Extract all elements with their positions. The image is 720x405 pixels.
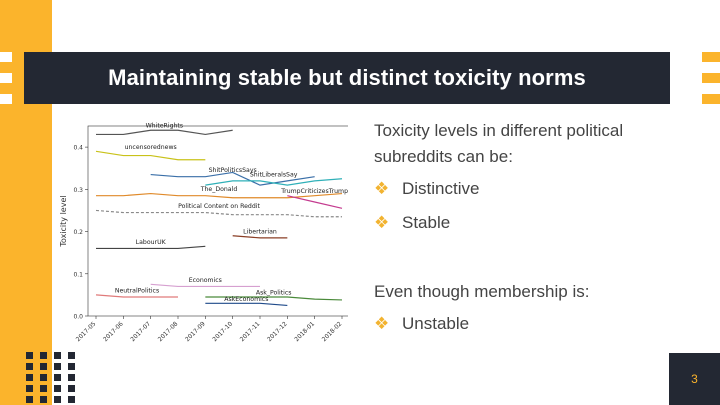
series-line-uncensorednews (95, 150, 206, 161)
title-bar: Maintaining stable but distinct toxicity… (24, 52, 670, 104)
bullet-label: Stable (402, 213, 451, 232)
bullet-label: Unstable (402, 314, 470, 333)
x-tick-label: 2017-10 (211, 320, 234, 343)
bullet-unstable: ❖ Unstable (374, 314, 469, 334)
diamond-bullet-icon: ❖ (374, 314, 390, 333)
y-tick-label: 0.3 (73, 187, 83, 194)
series-label: Libertarian (243, 228, 277, 235)
x-tick-label: 2017-07 (129, 320, 152, 343)
y-tick-label: 0.0 (73, 314, 83, 321)
intro-text: Toxicity levels in different political s… (374, 121, 624, 166)
series-line-shitliberalssay (205, 178, 343, 186)
series-label: uncensorednews (125, 144, 177, 151)
series-label: WhiteRights (146, 123, 184, 130)
series-label: NeutralPolitics (115, 287, 159, 294)
series-label: ShitPoliticsSays (209, 167, 257, 174)
y-tick-label: 0.1 (73, 271, 83, 278)
series-label: ShitLiberalsSay (250, 171, 298, 178)
slide-number-box: 3 (669, 353, 720, 405)
x-tick-label: 2017-12 (266, 320, 289, 343)
series-line-trumpcriticizestrump (287, 195, 343, 209)
diamond-bullet-icon: ❖ (374, 179, 390, 198)
series-label: Economics (189, 277, 222, 284)
y-tick-label: 0.4 (73, 145, 83, 152)
x-tick-label: 2018-01 (293, 320, 316, 343)
slide-body: Toxicity levels in different political s… (374, 118, 674, 333)
series-line-shitpoliticssays (150, 171, 315, 186)
series-line-political-content-on-reddit (95, 209, 342, 218)
diamond-bullet-icon: ❖ (374, 213, 390, 232)
x-tick-label: 2018-02 (321, 320, 344, 343)
series-label: Ask_Politics (256, 290, 292, 297)
slide-number: 3 (691, 372, 698, 386)
bullet-label: Distinctive (402, 179, 480, 198)
y-axis-label: Toxicity level (59, 195, 68, 247)
series-line-neutralpolitics (95, 294, 178, 298)
x-tick-label: 2017-09 (184, 320, 207, 343)
y-tick-label: 0.2 (73, 229, 83, 236)
series-line-libertarian (232, 235, 288, 239)
x-tick-label: 2017-06 (102, 320, 125, 343)
series-label: The_Donald (200, 186, 238, 193)
plot-frame (87, 125, 348, 317)
decor-bars-left (0, 52, 12, 104)
x-tick-label: 2017-11 (239, 320, 262, 343)
series-line-the-donald (96, 192, 343, 199)
series-line-economics (150, 283, 260, 288)
series-line-askeconomics (205, 302, 288, 307)
series-line-labouruk (96, 245, 206, 250)
series-line-ask-politics (205, 296, 343, 301)
series-label: TrumpCriticizesTrump (280, 188, 348, 195)
series-label: Political Content on Reddit (178, 203, 260, 210)
series-label: LabourUK (136, 239, 167, 246)
series-line-whiterights (96, 129, 233, 136)
x-tick-label: 2017-05 (75, 320, 98, 343)
series-label: AskEconomics (224, 296, 268, 303)
bullet-distinctive: ❖ Distinctive (374, 179, 479, 199)
x-tick-label: 2017-08 (157, 320, 180, 343)
membership-text: Even though membership is: (374, 282, 590, 301)
slide-title: Maintaining stable but distinct toxicity… (108, 65, 586, 90)
decor-dot-grid (26, 352, 86, 405)
bullet-stable: ❖ Stable (374, 213, 450, 233)
decor-bars-right (702, 52, 720, 104)
